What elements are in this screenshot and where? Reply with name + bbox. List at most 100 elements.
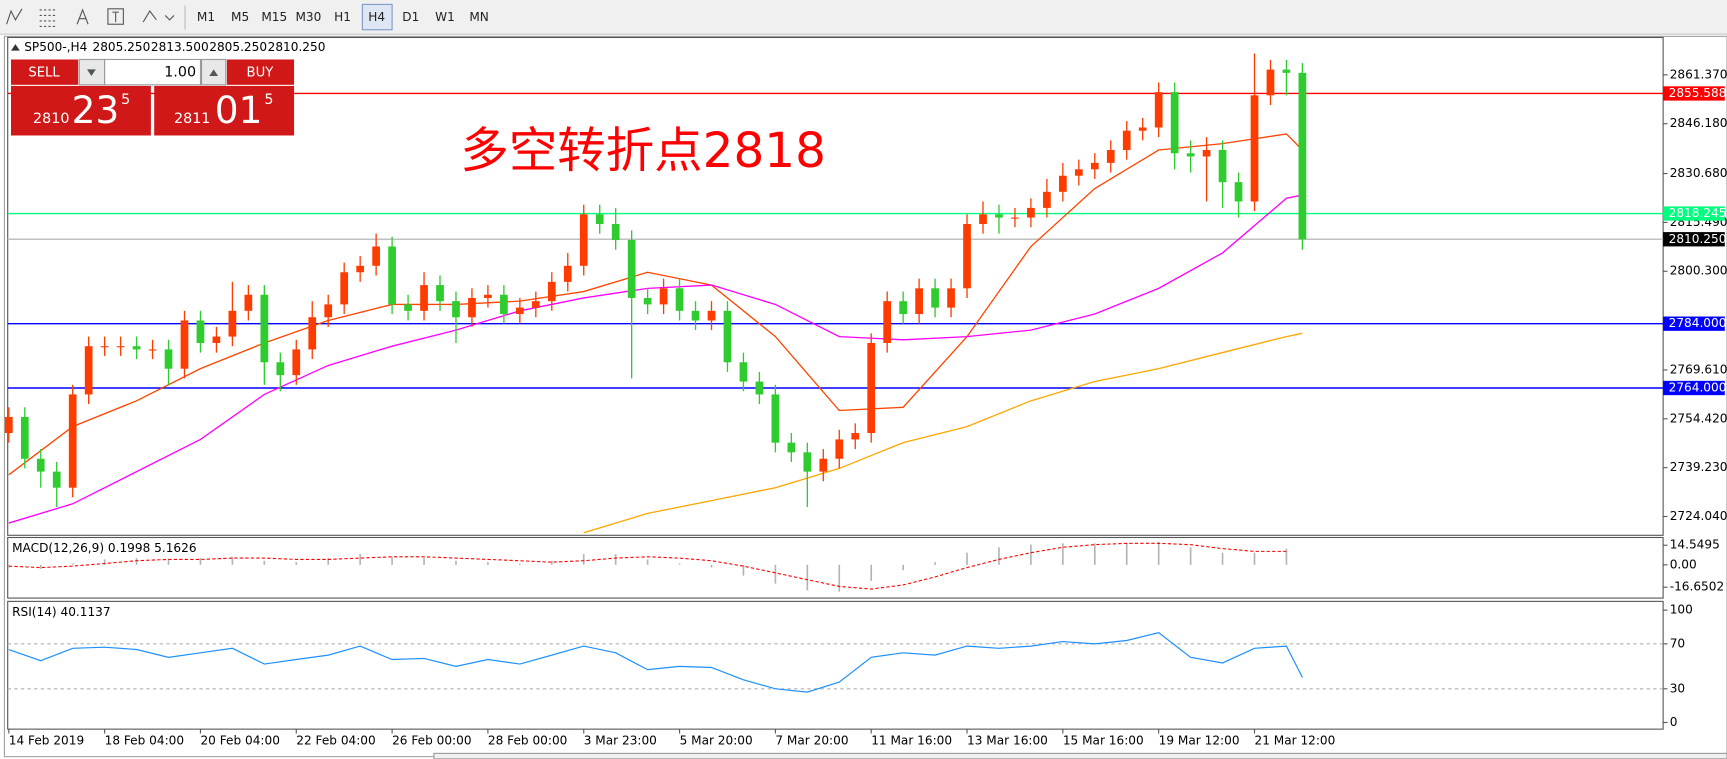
price-label-bg	[1663, 316, 1725, 331]
candle-body	[516, 307, 524, 315]
macd-panel	[7, 536, 1664, 599]
candle-body	[324, 304, 333, 318]
sell-button[interactable]	[11, 59, 79, 85]
price-label-bg	[1663, 206, 1725, 221]
x-tick-label: 15 Mar 16:00	[1063, 734, 1144, 748]
ohlc-high: 2813.500	[151, 40, 209, 54]
candle-body	[244, 294, 253, 311]
candle-body	[723, 310, 732, 363]
chart-window	[3, 35, 1727, 758]
timeframe-button[interactable]: M30	[295, 10, 321, 24]
candle-body	[116, 346, 125, 348]
candle-body	[100, 346, 109, 348]
candle-body	[1282, 69, 1291, 73]
x-tick-label: 28 Feb 00:00	[488, 734, 567, 748]
candle-body	[388, 246, 396, 305]
x-tick-label: 11 Mar 16:00	[871, 734, 952, 748]
icon-indicators[interactable]	[6, 8, 23, 25]
y-tick-label: 2800.300	[1670, 264, 1727, 278]
x-tick-label: 19 Mar 12:00	[1159, 734, 1240, 748]
candle-body	[563, 265, 572, 282]
candle-body	[803, 452, 812, 472]
timeframe-button[interactable]: M1	[197, 10, 215, 24]
candle-body	[276, 362, 285, 376]
candle-body	[611, 223, 620, 241]
scrollbar[interactable]	[433, 752, 1727, 759]
y-tick-label: 100	[1670, 603, 1693, 617]
price-label-bg	[1663, 232, 1725, 247]
arrow-up	[209, 69, 219, 77]
candle-body	[1074, 169, 1083, 176]
candle-body	[1058, 175, 1067, 192]
candle-body	[595, 214, 604, 224]
ohlc-low: 2805.250	[209, 40, 267, 54]
price-label: 2784.000	[1669, 316, 1727, 330]
y-tick-label: 0	[1670, 715, 1678, 729]
candle-body	[180, 320, 189, 369]
candle-body	[148, 349, 157, 351]
ohlc-close: 2810.250	[268, 40, 326, 54]
ask-box[interactable]	[154, 85, 295, 136]
icon-label[interactable]	[107, 8, 124, 25]
icon-lines[interactable]	[39, 9, 58, 27]
candle-body	[420, 285, 428, 311]
candle-body	[52, 471, 61, 488]
rsi-line	[8, 631, 1303, 693]
buy-button[interactable]	[226, 59, 295, 85]
signal-line	[8, 542, 1287, 590]
candle-body	[627, 240, 636, 298]
annotation: 多空转折点2818	[460, 123, 826, 179]
candle-body	[228, 310, 237, 337]
timeframe-button[interactable]: H4	[368, 10, 385, 24]
candle-body	[931, 288, 939, 308]
candle-body	[691, 310, 700, 321]
candle-body	[899, 301, 908, 315]
price-label: 2818.245	[1669, 206, 1727, 220]
rsi-panel	[7, 600, 1664, 730]
candle-body	[1250, 95, 1259, 202]
x-tick-label: 5 Mar 20:00	[680, 734, 753, 748]
candle-body	[851, 433, 860, 440]
price-label: 2855.588	[1669, 86, 1727, 100]
y-tick-label: 2769.610	[1670, 362, 1727, 376]
timeframe-button[interactable]: MN	[469, 10, 489, 24]
candle-body	[979, 214, 987, 224]
timeframe-button[interactable]: M5	[231, 10, 249, 24]
candle-body	[452, 301, 460, 318]
x-tick-label: 21 Mar 12:00	[1254, 734, 1335, 748]
timeframe-button[interactable]: D1	[402, 10, 419, 24]
ohlc-open: 2805.250	[93, 40, 151, 54]
y-tick-label: 2861.370	[1670, 67, 1727, 81]
price-label-bg	[1663, 380, 1725, 396]
bid-box[interactable]	[11, 85, 151, 136]
candle-body	[212, 336, 221, 343]
y-tick-label: 2739.230	[1670, 460, 1727, 474]
timeframe-button[interactable]: M15	[261, 10, 287, 24]
candle-body	[1266, 69, 1275, 96]
price-label-bg	[1663, 86, 1725, 101]
x-tick-label: 18 Feb 04:00	[105, 734, 184, 748]
candle-body	[1170, 92, 1179, 154]
timeframe-button[interactable]: H1	[334, 10, 351, 24]
y-tick-label: -16.6502	[1670, 580, 1724, 594]
icon-text[interactable]	[76, 8, 89, 25]
candle-body	[995, 214, 1003, 218]
y-tick-label: 30	[1670, 681, 1685, 695]
candle-body	[164, 349, 173, 369]
candle-body	[1011, 217, 1019, 219]
price-label: 2764.000	[1669, 381, 1727, 395]
icon-objects[interactable]	[142, 10, 175, 23]
x-tick-label: 20 Feb 04:00	[200, 734, 279, 748]
ask-fraction: 5	[264, 92, 273, 108]
ask-big-figure: 2811	[174, 111, 210, 127]
candle-body	[1106, 150, 1115, 163]
lots-input[interactable]	[104, 58, 202, 86]
candle-body	[36, 458, 45, 472]
collapse-arrow[interactable]	[11, 44, 20, 51]
timeframe-button[interactable]: W1	[435, 10, 455, 24]
candle-body	[963, 223, 971, 289]
y-tick-label: 2830.680	[1670, 166, 1727, 180]
candle-body	[356, 265, 365, 273]
candle-body	[947, 288, 955, 308]
candle-body	[468, 297, 476, 318]
